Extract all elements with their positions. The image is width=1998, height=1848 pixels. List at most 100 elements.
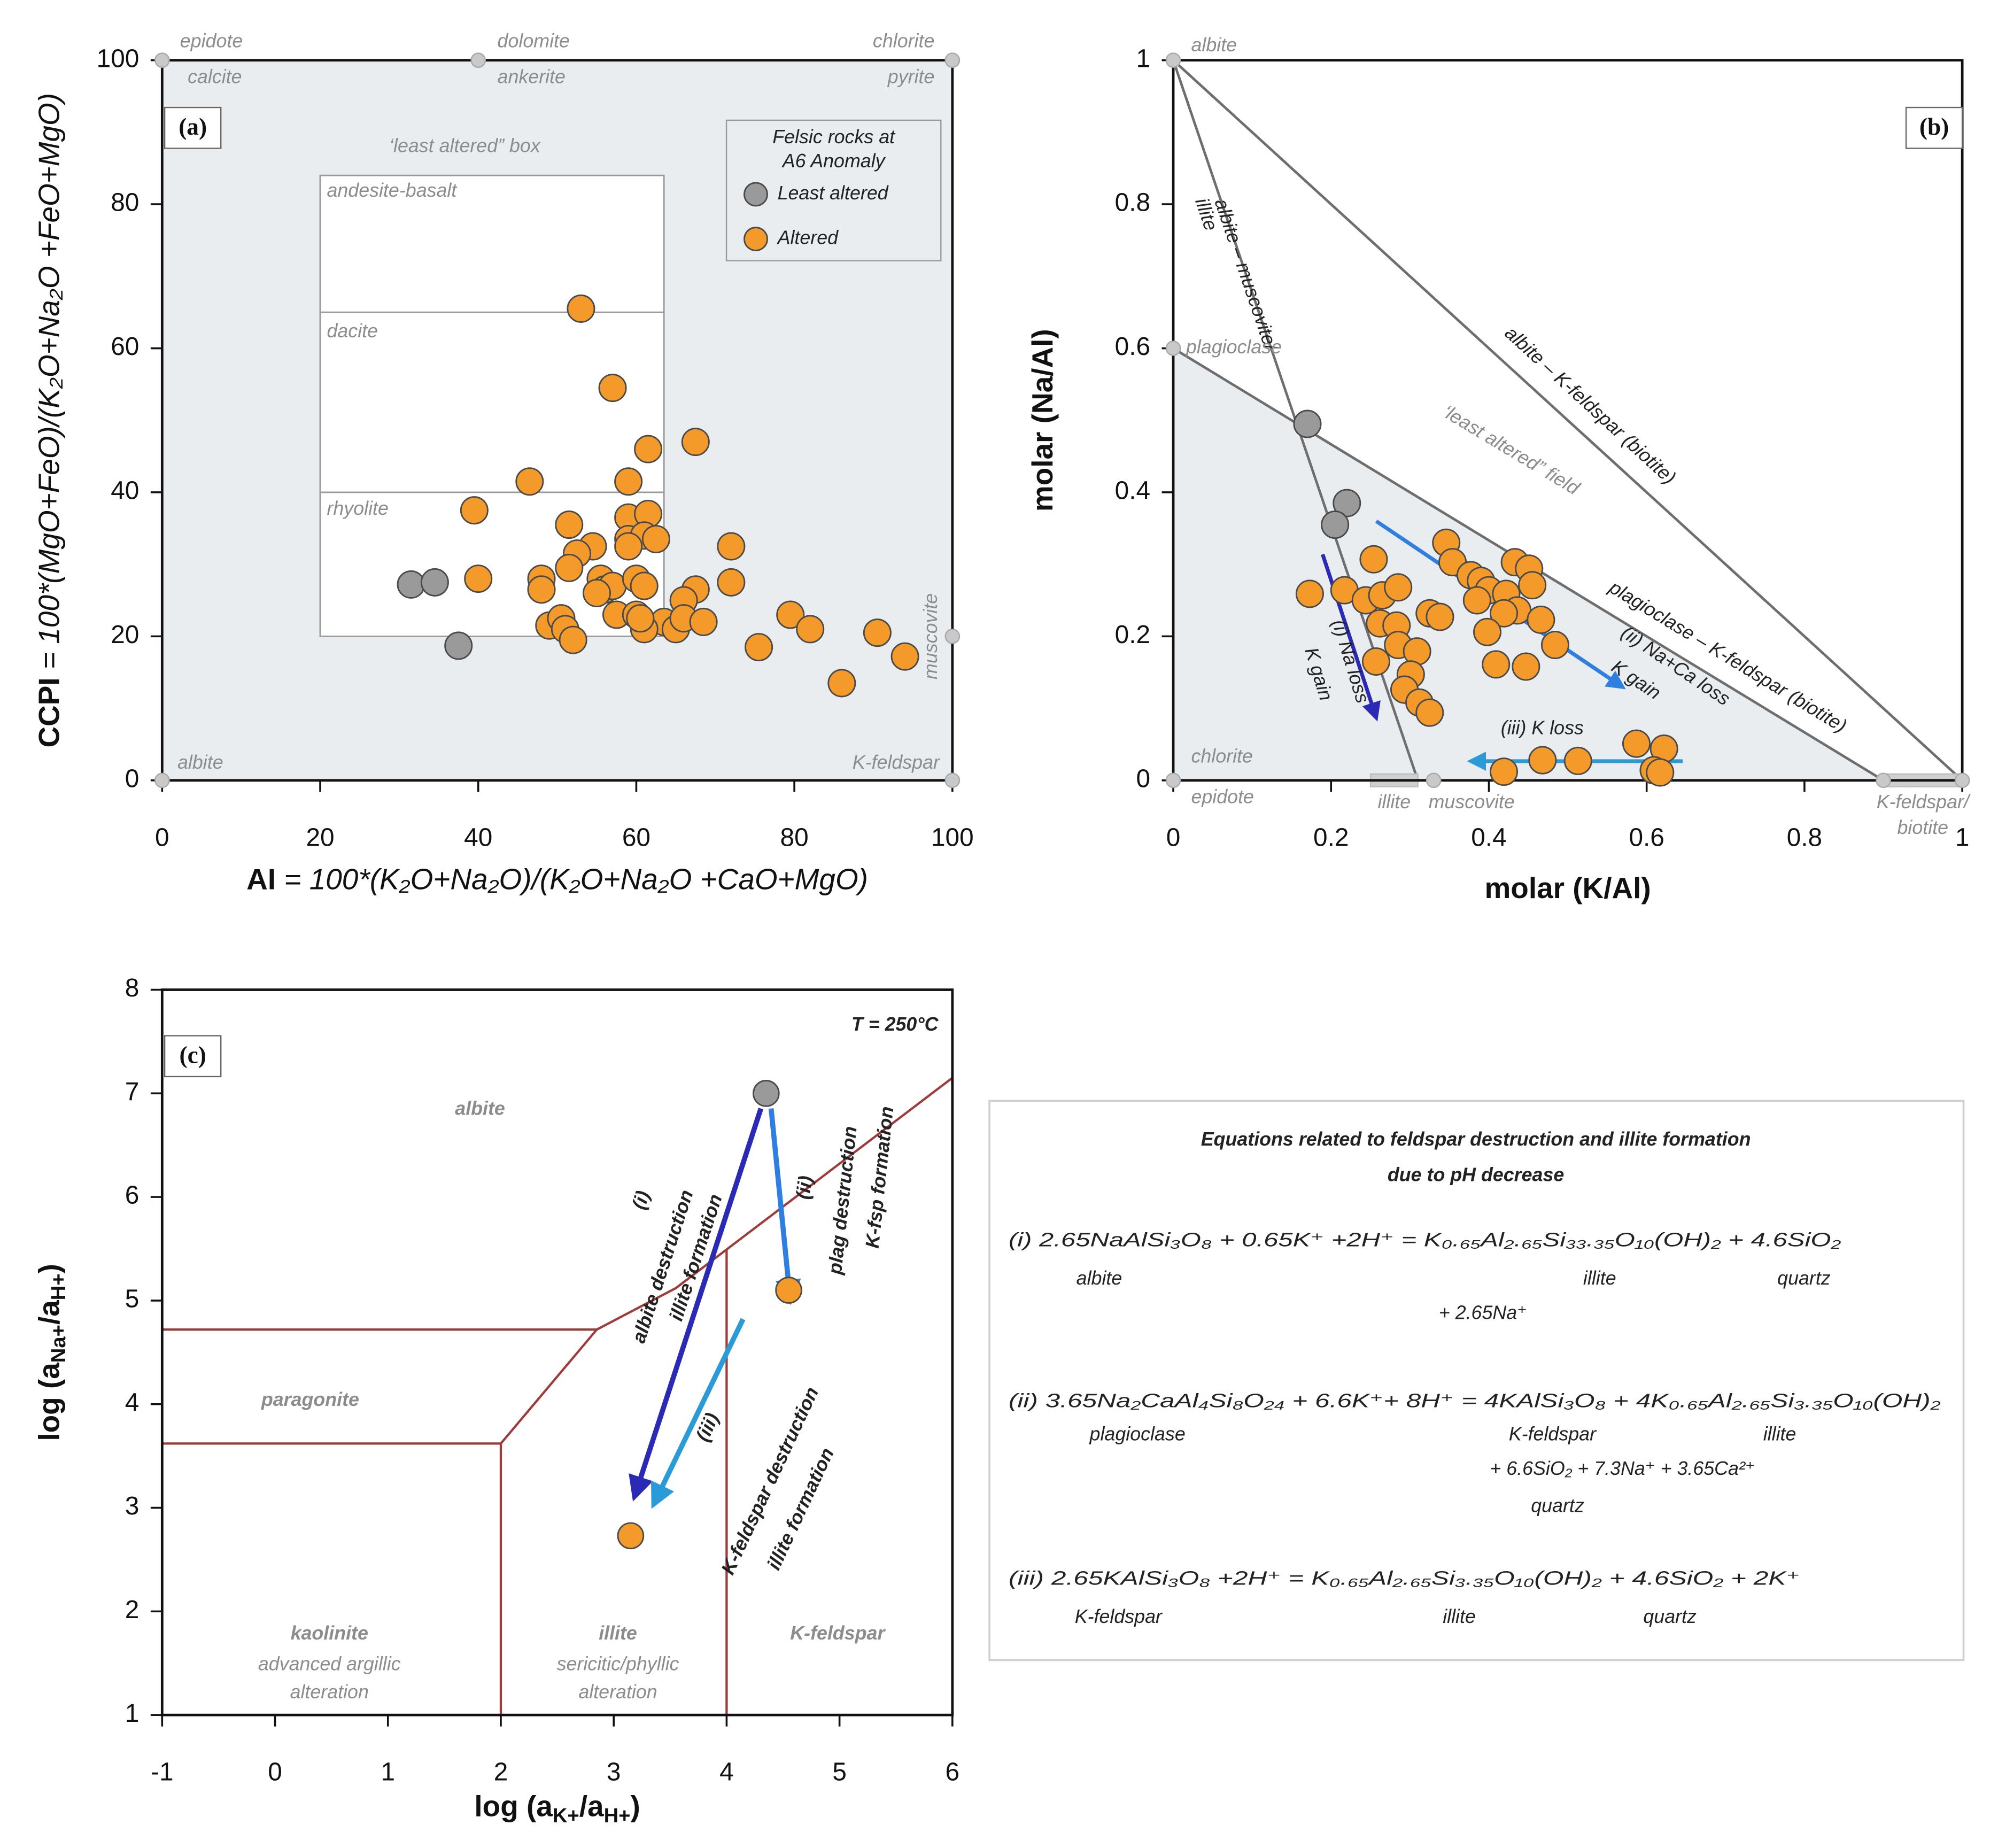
y-tick-label: 8 [125,974,140,1002]
x-tick-label: 1 [381,1758,395,1787]
panel-label: (a) [179,113,207,140]
y-tick-label: 6 [125,1181,140,1210]
field-name: kaolinite [291,1622,368,1644]
y-tick-label: 0 [1136,764,1150,793]
y-tick-label: 80 [111,189,139,217]
field-note: sericitic/phyllic [557,1653,679,1674]
x-axis-label: AI = 100*(K₂O+Na₂O)/(K₂O+Na₂O +CaO+MgO) [246,862,868,895]
y-axis-label: molar (Na/Al) [1025,329,1058,512]
x-axis-label-part: AI [246,862,276,895]
field-note: alteration [578,1681,657,1703]
data-point [1384,573,1413,602]
x-axis-label-part: molar (K/Al) [1484,871,1651,904]
arrow-label: (ii) [792,1174,817,1201]
reference-point [944,772,961,788]
arrow [768,1108,801,1305]
reference-point [1876,772,1891,788]
equation-mineral: illite [1763,1424,1796,1445]
legend-title: Felsic rocks at [772,126,896,148]
field-name: K-feldspar [790,1622,886,1644]
plot-frame [160,988,954,1716]
x-tick-label: 80 [780,823,809,852]
data-point [515,467,544,496]
arrow [1321,553,1381,722]
panel-label: (b) [1919,113,1949,140]
reference-label: muscovite [1429,791,1515,813]
data-point [397,570,425,599]
data-point [1321,511,1350,539]
x-tick-label: 60 [622,823,650,852]
reference-label: muscovite [920,593,941,679]
equation-mineral: plagioclase [1089,1424,1186,1445]
least-altered-box [319,174,665,637]
x-axis-label-part: H+ [604,1804,631,1827]
reference-point [1165,52,1181,68]
data-point [717,568,746,597]
box-region-label: andesite-basalt [327,180,458,201]
field-name: illite [599,1622,637,1644]
y-tick-label: 4 [125,1388,140,1417]
range-label: K-feldspar/ [1877,791,1971,813]
equation-mineral: quartz [1531,1495,1584,1516]
plot-frame [160,59,954,782]
y-tick-label: 5 [125,1285,140,1313]
y-tick-label: 2 [125,1596,140,1624]
data-point [776,600,805,629]
x-axis-label: log (aK+/aH+) [474,1789,640,1827]
equations-title: due to pH decrease [1388,1164,1564,1186]
x-tick-label: 40 [464,823,492,852]
x-axis-label-part: log (a [474,1789,553,1822]
field-name: albite [455,1097,505,1119]
data-point [630,571,659,600]
data-point [863,618,892,647]
x-axis-label: molar (K/Al) [1484,871,1651,904]
data-point [689,607,718,636]
data-point [681,428,710,457]
equations-box [988,1100,1965,1661]
field-boundary [596,1077,954,1331]
x-tick-label: 0.6 [1629,823,1664,852]
data-point [598,374,627,403]
data-point [626,604,655,633]
data-point [614,467,643,496]
y-axis-label: CCPI = 100*(MgO+FeO)/(K₂O+Na₂O +FeO+MgO) [32,93,65,748]
reference-label: dolomite [498,30,570,52]
arrow [651,1318,746,1509]
data-point [420,568,449,597]
box-title: ‘least altered” box [389,135,541,157]
reference-label: ankerite [498,66,566,88]
data-point [614,532,643,561]
reference-label: chlorite [873,30,934,52]
equation-continuation: + 2.65Na⁺ [1439,1302,1527,1324]
x-tick-label: 0.8 [1787,823,1822,852]
data-point [1490,599,1519,628]
data-point [1295,579,1324,608]
reference-point [1954,772,1970,788]
equation-continuation: + 6.6SiO₂ + 7.3Na⁺ + 3.65Ca²⁺ [1490,1458,1755,1479]
x-tick-label: 0.2 [1313,823,1349,852]
arrow-label: (iii) K loss [1501,717,1584,739]
y-axis-label-part: ) [32,1264,65,1273]
reference-label: K-feldspar [853,752,941,773]
equation-mineral: K-feldspar [1075,1606,1163,1627]
data-point [775,1277,802,1304]
equation-mineral: illite [1583,1267,1616,1289]
x-axis-label-part: K+ [553,1804,579,1827]
field-note: alteration [290,1681,369,1703]
data-point [634,435,663,463]
equations-title: Equations related to feldspar destructio… [1201,1128,1751,1150]
reference-point [470,52,486,68]
reference-label: albite [1191,34,1237,56]
y-tick-label: 0 [125,764,140,793]
x-tick-label: 6 [946,1758,960,1787]
equation-mineral: quartz [1777,1267,1831,1289]
data-point [1462,586,1491,615]
mineral-join-line [1172,59,1963,782]
reference-label: albite [177,752,223,773]
data-point [753,1079,780,1107]
y-tick-label: 0.8 [1115,189,1150,217]
plot-background [162,989,952,1715]
data-point [1333,489,1361,517]
data-point [559,625,587,654]
